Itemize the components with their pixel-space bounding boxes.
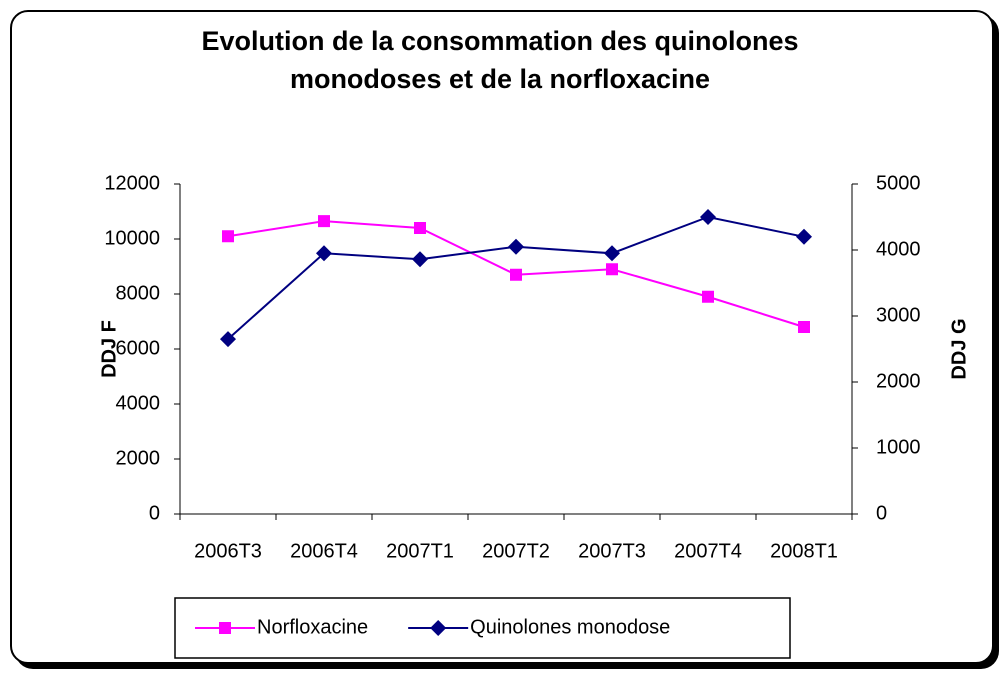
- y-axis-title: DDJ F: [98, 320, 120, 378]
- y2-tick-label: 2000: [876, 370, 921, 392]
- x-tick-label: 2006T3: [194, 540, 262, 562]
- y-tick-label: 4000: [116, 392, 161, 414]
- data-point: [604, 245, 620, 262]
- data-point: [508, 238, 524, 255]
- data-point: [412, 251, 428, 268]
- data-point: [796, 228, 812, 245]
- data-point: [316, 245, 332, 262]
- y2-axis-title: DDJ G: [948, 318, 970, 379]
- y2-tick-label: 3000: [876, 304, 921, 326]
- legend-marker: [430, 620, 447, 636]
- x-tick-label: 2007T3: [578, 540, 646, 562]
- data-point: [702, 290, 714, 303]
- y-tick-label: 10000: [104, 227, 160, 249]
- chart-title: Evolution de la consommation des quinolo…: [201, 26, 799, 94]
- x-tick-label: 2007T4: [674, 540, 742, 562]
- legend-label: Norfloxacine: [257, 616, 368, 638]
- x-tick-label: 2007T2: [482, 540, 550, 562]
- legend-label: Quinolones monodose: [470, 616, 670, 638]
- y-tick-label: 12000: [104, 172, 160, 194]
- y-tick-label: 2000: [116, 447, 161, 469]
- y2-tick-label: 1000: [876, 436, 921, 458]
- y-tick-label: 8000: [116, 282, 161, 304]
- y2-tick-label: 4000: [876, 238, 921, 260]
- y-tick-label: 0: [149, 502, 160, 524]
- y-tick-label: 6000: [116, 337, 161, 359]
- y2-tick-label: 0: [876, 502, 887, 524]
- y2-tick-label: 5000: [876, 172, 921, 194]
- legend-marker: [219, 622, 231, 634]
- data-point: [222, 230, 234, 243]
- data-point: [220, 331, 236, 348]
- data-point: [510, 268, 522, 281]
- data-point: [414, 222, 426, 234]
- data-point: [606, 263, 618, 276]
- data-point: [318, 215, 330, 228]
- chart-frame: [10, 10, 994, 664]
- x-tick-label: 2007T1: [386, 540, 454, 562]
- x-tick-label: 2006T4: [290, 540, 358, 562]
- x-tick-label: 2008T1: [770, 540, 838, 562]
- legend-box: [174, 597, 791, 659]
- data-point: [798, 321, 810, 333]
- data-point: [700, 209, 716, 225]
